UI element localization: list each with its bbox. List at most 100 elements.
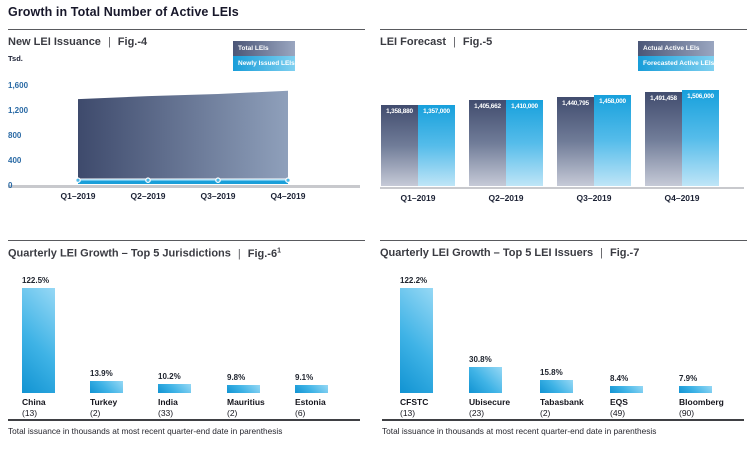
title-divider: | bbox=[600, 247, 603, 259]
data-point-marker bbox=[145, 177, 151, 184]
category-total-label: (49) bbox=[610, 408, 626, 418]
actual-bar-value-label: 1,405,662 bbox=[474, 103, 501, 111]
growth-percent-bar bbox=[679, 386, 712, 393]
page-title: Growth in Total Number of Active LEIs bbox=[8, 5, 239, 19]
bottom-divider-line bbox=[382, 419, 744, 421]
chart-title-text: Quarterly LEI Growth – Top 5 LEI Issuers bbox=[380, 247, 594, 259]
chart-title-fig5: LEI Forecast | Fig.-5 bbox=[380, 36, 492, 48]
category-total-label: (6) bbox=[295, 408, 306, 418]
forecasted-active-leis-bar bbox=[594, 95, 631, 186]
bar-percent-label: 122.5% bbox=[22, 276, 50, 285]
bar-percent-label: 13.9% bbox=[90, 369, 113, 379]
lei-area-chart bbox=[75, 90, 291, 184]
category-total-label: (2) bbox=[90, 408, 101, 418]
growth-percent-bar bbox=[400, 288, 433, 393]
bar-percent-label: 15.8% bbox=[540, 367, 563, 377]
footnote-text: Total issuance in thousands at most rece… bbox=[382, 426, 657, 436]
growth-percent-bar bbox=[22, 288, 55, 393]
legend-item-forecasted-active-leis: Forecasted Active LEIs bbox=[638, 56, 714, 71]
chart-panel-fig4: New LEI Issuance | Fig.-4 Total LEIs Newly… bbox=[8, 29, 365, 214]
panel-divider-line bbox=[8, 29, 365, 30]
forecast-bar-value-label: 1,506,000 bbox=[687, 93, 714, 101]
fig4-plot-area: 0 400 800 1,200 1,600 Q1–2019 Q2–2019 Q3–2019 Q4… bbox=[8, 29, 365, 214]
chart-title-text: LEI Forecast bbox=[380, 36, 447, 48]
figure-number: Fig.-5 bbox=[462, 36, 493, 48]
bar-percent-label: 10.2% bbox=[158, 372, 181, 382]
forecasted-active-leis-bar bbox=[506, 100, 543, 186]
data-point-marker bbox=[75, 177, 81, 184]
actual-active-leis-bar bbox=[381, 105, 418, 186]
category-total-label: (90) bbox=[679, 408, 695, 418]
y-axis-tick-label: 1,600 bbox=[8, 81, 29, 90]
fig7-plot-area: Total issuance in thousands at most rece… bbox=[380, 240, 747, 450]
actual-bar-value-label: 1,440,795 bbox=[562, 99, 589, 107]
forecasted-active-leis-bar bbox=[418, 105, 455, 186]
category-name-label: Bloomberg bbox=[679, 397, 724, 407]
actual-active-leis-bar bbox=[469, 100, 506, 186]
bar-percent-label: 122.2% bbox=[400, 276, 428, 286]
fig5-plot-area: 1,358,880 1,357,000 Q1–2019 1,405,662 1,410,… bbox=[380, 29, 747, 214]
y-axis-unit-label: Tsd. bbox=[8, 54, 23, 63]
bar-percent-label: 9.8% bbox=[227, 372, 246, 382]
category-name-label: China bbox=[22, 397, 46, 407]
growth-percent-bar bbox=[227, 384, 260, 393]
chart-title-fig4: New LEI Issuance | Fig.-4 bbox=[8, 36, 147, 48]
legend-item-actual-active-leis: Actual Active LEIs bbox=[638, 41, 714, 56]
data-point-marker bbox=[215, 177, 221, 184]
x-axis-label: Q3–2019 bbox=[200, 191, 236, 201]
category-name-label: Mauritius bbox=[227, 397, 265, 407]
bar-percent-label: 9.1% bbox=[295, 373, 314, 383]
legend-item-total-leis: Total LEIs bbox=[233, 41, 295, 56]
legend-fig5: Actual Active LEIs Forecasted Active LEI… bbox=[638, 41, 714, 71]
forecast-bar-value-label: 1,410,000 bbox=[511, 103, 538, 110]
figure-number: Fig.-61 bbox=[247, 247, 281, 260]
growth-percent-bar bbox=[610, 385, 643, 393]
growth-percent-bar bbox=[90, 381, 123, 393]
forecast-bar-value-label: 1,357,000 bbox=[423, 108, 450, 116]
category-total-label: (23) bbox=[469, 408, 485, 418]
growth-percent-bar bbox=[540, 379, 573, 393]
chart-title-fig6: Quarterly LEI Growth – Top 5 Jurisdictio… bbox=[8, 247, 281, 260]
growth-percent-bar bbox=[295, 385, 328, 393]
chart-title-text: New LEI Issuance bbox=[8, 36, 101, 48]
x-axis-label: Q2–2019 bbox=[488, 193, 524, 203]
category-name-label: Estonia bbox=[295, 397, 326, 407]
x-axis-label: Q1–2019 bbox=[60, 191, 96, 201]
title-divider: | bbox=[237, 247, 241, 260]
bar-percent-label: 8.4% bbox=[610, 373, 629, 383]
title-divider: | bbox=[453, 36, 456, 48]
chart-title-text: Quarterly LEI Growth – Top 5 Jurisdictio… bbox=[8, 247, 231, 260]
category-name-label: Tabasbank bbox=[540, 397, 584, 407]
chart-panel-fig6: Quarterly LEI Growth – Top 5 Jurisdictio… bbox=[8, 240, 365, 450]
newly-issued-band bbox=[78, 179, 288, 184]
actual-active-leis-bar bbox=[557, 96, 594, 186]
footnote-text: Total issuance in thousands at most rece… bbox=[8, 426, 283, 436]
x-axis-label: Q4–2019 bbox=[664, 193, 700, 203]
y-axis-tick-label: 800 bbox=[8, 131, 22, 140]
figure-footnote-marker: 1 bbox=[277, 247, 281, 254]
category-total-label: (13) bbox=[22, 408, 38, 418]
growth-percent-bar bbox=[469, 366, 502, 393]
bar-percent-label: 30.8% bbox=[469, 354, 492, 364]
actual-bar-value-label: 1,491,458 bbox=[650, 94, 677, 102]
newly-issued-band-highlight bbox=[78, 179, 288, 181]
category-total-label: (2) bbox=[227, 408, 238, 418]
bar-percent-label: 7.9% bbox=[679, 374, 698, 384]
panel-divider-line bbox=[380, 29, 747, 30]
figure-number: Fig.-4 bbox=[117, 36, 148, 48]
category-name-label: Turkey bbox=[90, 397, 118, 407]
chart-panel-fig7: Quarterly LEI Growth – Top 5 LEI Issuers… bbox=[380, 240, 747, 450]
growth-percent-bar bbox=[158, 384, 191, 393]
category-total-label: (33) bbox=[158, 408, 174, 418]
x-axis-label: Q2–2019 bbox=[130, 191, 166, 201]
fig6-plot-area: Total issuance in thousands at most rece… bbox=[8, 240, 365, 450]
category-name-label: India bbox=[158, 397, 178, 407]
x-axis-label: Q1–2019 bbox=[400, 193, 436, 203]
title-divider: | bbox=[107, 36, 111, 48]
y-axis-tick-label: 400 bbox=[8, 156, 22, 165]
bottom-divider-line bbox=[8, 419, 360, 421]
y-axis-tick-label: 1,200 bbox=[8, 106, 29, 115]
x-axis-label: Q4–2019 bbox=[270, 191, 306, 201]
forecast-bar-value-label: 1,458,000 bbox=[599, 98, 626, 106]
